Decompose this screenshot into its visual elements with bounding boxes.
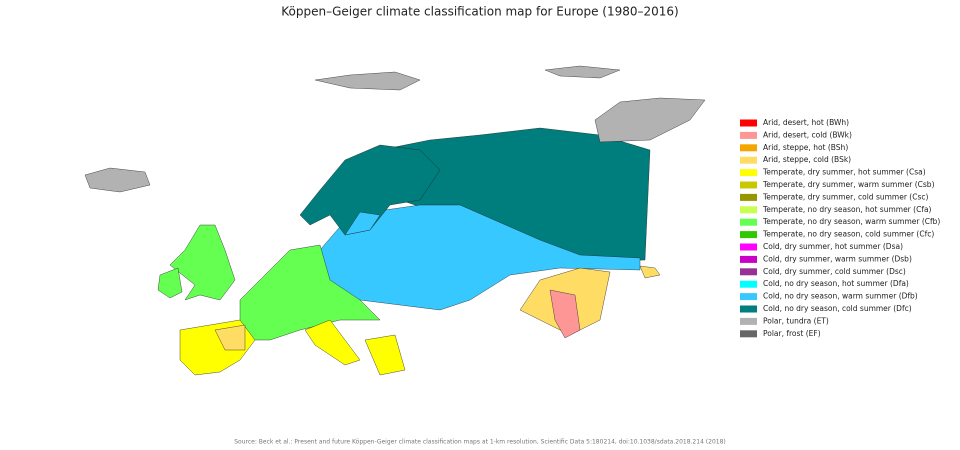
region-cfb — [169, 224, 236, 301]
legend-label: Arid, steppe, hot (BSh) — [763, 143, 848, 152]
source-note: Source: Beck et al.: Present and future … — [234, 439, 726, 446]
legend-label: Arid, desert, cold (BWk) — [763, 130, 852, 139]
region-bsk — [214, 324, 246, 351]
legend-swatch — [740, 243, 757, 251]
region-csa — [364, 334, 406, 376]
legend-swatch — [740, 119, 757, 127]
legend-swatch — [740, 293, 757, 301]
legend-swatch — [740, 144, 757, 152]
legend-label: Cold, no dry season, hot summer (Dfa) — [763, 279, 909, 288]
legend-swatch — [740, 330, 757, 338]
legend-label: Arid, desert, hot (BWh) — [763, 118, 849, 127]
legend-label: Cold, no dry season, cold summer (Dfc) — [763, 304, 912, 313]
legend-swatch — [740, 268, 757, 276]
legend-label: Cold, no dry season, warm summer (Dfb) — [763, 292, 918, 301]
legend-label: Temperate, no dry season, warm summer (C… — [762, 217, 940, 226]
region-dfb — [344, 211, 381, 236]
climate-map — [84, 65, 706, 376]
legend-swatch — [740, 131, 757, 139]
legend-swatch — [740, 280, 757, 288]
region-et — [594, 97, 706, 143]
legend-swatch — [740, 181, 757, 189]
legend-swatch — [740, 206, 757, 214]
legend-swatch — [740, 169, 757, 177]
region-et — [544, 65, 621, 79]
map-title: Köppen–Geiger climate classification map… — [281, 5, 679, 19]
legend-label: Temperate, dry summer, warm summer (Csb) — [762, 180, 935, 189]
region-csa — [304, 319, 361, 366]
legend-label: Polar, frost (EF) — [763, 329, 821, 338]
legend-swatch — [740, 193, 757, 201]
legend-swatch — [740, 255, 757, 263]
region-et — [84, 167, 151, 193]
legend-swatch — [740, 231, 757, 239]
region-bwk — [549, 289, 581, 339]
region-et — [314, 71, 421, 91]
legend-swatch — [740, 305, 757, 313]
legend-label: Temperate, dry summer, cold summer (Csc) — [762, 192, 928, 201]
region-bsk — [639, 265, 661, 279]
legend-label: Polar, tundra (ET) — [763, 316, 829, 325]
legend-label: Temperate, no dry season, cold summer (C… — [762, 230, 934, 239]
legend-label: Arid, steppe, cold (BSk) — [763, 155, 851, 164]
region-dfc — [299, 144, 441, 236]
legend: Arid, desert, hot (BWh) Arid, desert, col… — [740, 118, 940, 338]
legend-swatch — [740, 218, 757, 226]
legend-label: Temperate, dry summer, hot summer (Csa) — [762, 168, 926, 177]
legend-label: Cold, dry summer, hot summer (Dsa) — [763, 242, 903, 251]
region-cfb — [157, 267, 183, 299]
legend-swatch — [740, 156, 757, 164]
legend-label: Temperate, no dry season, hot summer (Cf… — [762, 205, 932, 214]
legend-swatch — [740, 317, 757, 325]
legend-label: Cold, dry summer, cold summer (Dsc) — [763, 267, 906, 276]
legend-label: Cold, dry summer, warm summer (Dsb) — [763, 254, 912, 263]
